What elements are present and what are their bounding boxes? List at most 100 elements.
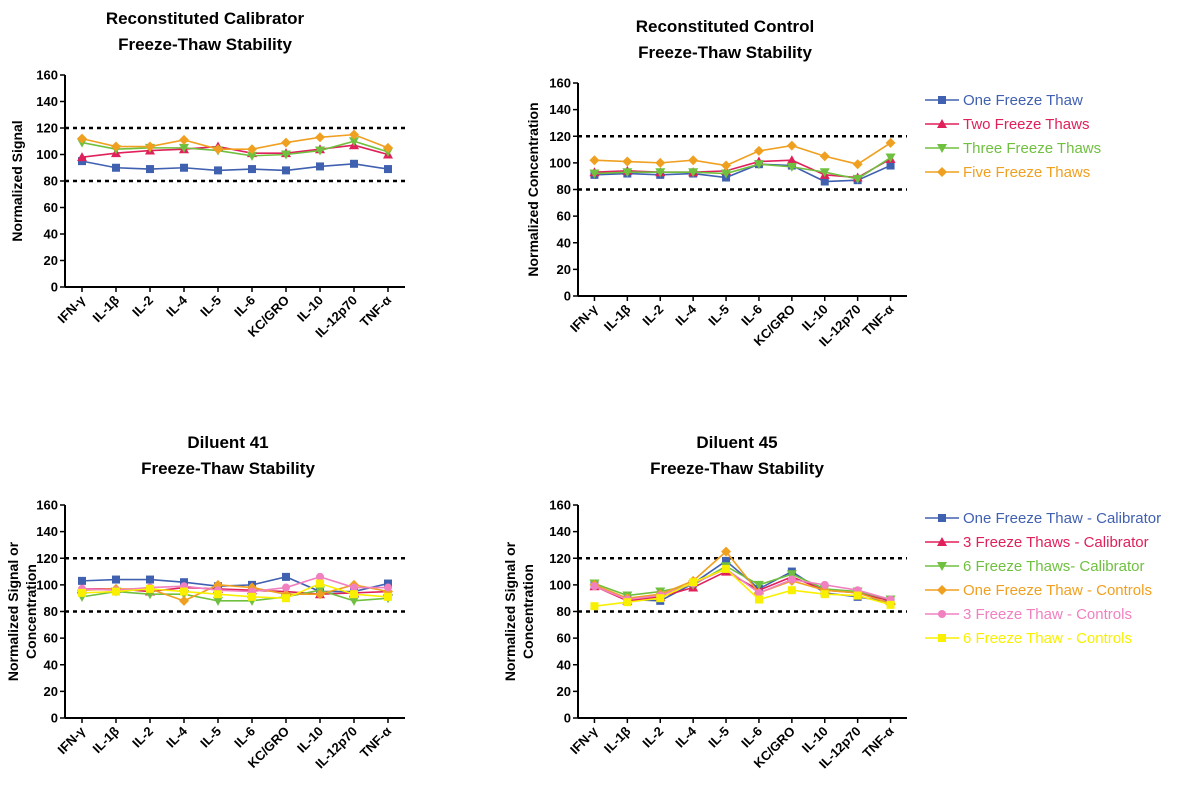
y-axis-label: Normalized Concentration <box>525 102 541 276</box>
y-axis-label: Concentration <box>23 564 39 659</box>
y-tick-label: 100 <box>36 577 58 592</box>
y-tick-label: 120 <box>36 551 58 566</box>
y-tick-label: 20 <box>44 684 58 699</box>
data-point <box>787 575 796 584</box>
data-point <box>282 594 290 603</box>
x-tick-label: IL-1β <box>90 292 123 325</box>
data-point <box>689 578 698 587</box>
y-tick-label: 0 <box>564 711 571 726</box>
x-tick-label: IL-4 <box>163 723 190 750</box>
legend-marker <box>937 537 947 546</box>
chart-panel-2: Reconstituted Control Freeze-Thaw Stabili… <box>525 17 1101 349</box>
data-point <box>820 580 829 589</box>
data-point <box>213 596 223 606</box>
legend: One Freeze Thaw - Calibrator 3 Freeze Tha… <box>925 510 1161 647</box>
legend-entry: Five Freeze Thaws <box>963 164 1090 181</box>
data-point <box>754 588 763 597</box>
series-line <box>594 565 891 601</box>
data-point <box>315 146 325 156</box>
data-point <box>180 163 188 172</box>
x-tick-label: IL-5 <box>197 724 224 751</box>
data-point <box>349 596 359 606</box>
x-tick-label: IL-1β <box>601 301 634 334</box>
data-point <box>852 174 863 184</box>
data-point <box>349 137 359 147</box>
data-point <box>885 137 896 148</box>
x-tick-label: IFN-γ <box>567 723 601 757</box>
data-point <box>885 153 896 163</box>
legend-marker <box>937 562 947 571</box>
data-point <box>753 580 764 590</box>
data-point <box>111 141 121 152</box>
data-point <box>722 564 731 573</box>
data-point <box>886 161 895 170</box>
data-point <box>383 142 393 153</box>
series-line <box>594 142 891 167</box>
legend: One Freeze Thaw Two Freeze Thaws Three Fre… <box>925 92 1101 181</box>
legend-entry: One Freeze Thaw - Controls <box>963 582 1152 599</box>
series-6 <box>78 579 392 603</box>
data-point <box>753 160 764 170</box>
data-point <box>722 556 731 565</box>
data-point <box>112 163 120 172</box>
y-tick-label: 80 <box>557 182 571 197</box>
y-tick-label: 40 <box>557 235 571 250</box>
x-tick-label: IFN-γ <box>567 301 601 335</box>
series-line <box>81 133 389 150</box>
legend-marker <box>937 167 947 177</box>
legend-marker <box>937 144 947 153</box>
data-point <box>247 144 257 155</box>
y-tick-label: 40 <box>44 227 58 242</box>
data-point <box>316 162 324 171</box>
legend-entry: One Freeze Thaw <box>963 92 1083 109</box>
data-point <box>350 159 358 168</box>
data-point <box>77 152 87 162</box>
legend-entry: 3 Freeze Thaw - Controls <box>963 606 1132 623</box>
series-line <box>594 156 891 180</box>
data-point <box>77 133 87 144</box>
data-point <box>146 165 154 174</box>
data-point <box>721 169 732 179</box>
legend-marker <box>938 96 946 104</box>
data-point <box>688 155 699 166</box>
data-point <box>655 157 666 168</box>
x-tick-label: IL-2 <box>639 724 666 751</box>
legend-entry: Three Freeze Thaws <box>963 140 1101 157</box>
data-point <box>655 168 666 178</box>
x-tick-label: IL-1β <box>601 723 634 756</box>
x-tick-label: IL-2 <box>129 724 156 751</box>
data-point <box>622 156 633 167</box>
data-point <box>315 132 325 143</box>
y-tick-label: 140 <box>549 102 571 117</box>
data-point <box>179 143 189 153</box>
x-tick-label: TNF-α <box>357 293 394 330</box>
series-line <box>81 140 389 157</box>
data-point <box>623 598 632 607</box>
data-point <box>786 162 797 172</box>
series-3 <box>589 153 896 184</box>
y-tick-label: 140 <box>549 524 571 539</box>
series-4 <box>77 129 393 155</box>
data-point <box>819 151 830 162</box>
y-tick-label: 80 <box>44 604 58 619</box>
series-1 <box>78 157 392 175</box>
y-tick-label: 100 <box>36 147 58 162</box>
x-tick-label: IFN-γ <box>55 292 89 326</box>
chart-title-line: Freeze-Thaw Stability <box>638 43 812 62</box>
data-point <box>590 582 599 591</box>
y-tick-label: 100 <box>549 155 571 170</box>
chart-title-line: Reconstituted Calibrator <box>106 9 305 28</box>
data-point <box>112 575 120 584</box>
x-tick-label: IL-5 <box>197 293 224 320</box>
chart-title-line: Diluent 41 <box>187 433 268 452</box>
y-tick-label: 20 <box>44 253 58 268</box>
data-point <box>248 592 256 601</box>
legend-entry: 6 Freeze Thaw - Controls <box>963 630 1132 647</box>
data-point <box>248 165 256 174</box>
y-tick-label: 160 <box>549 76 571 91</box>
y-tick-label: 80 <box>44 174 58 189</box>
data-point <box>787 586 796 595</box>
data-point <box>78 576 86 585</box>
legend-entry: Two Freeze Thaws <box>963 116 1089 133</box>
